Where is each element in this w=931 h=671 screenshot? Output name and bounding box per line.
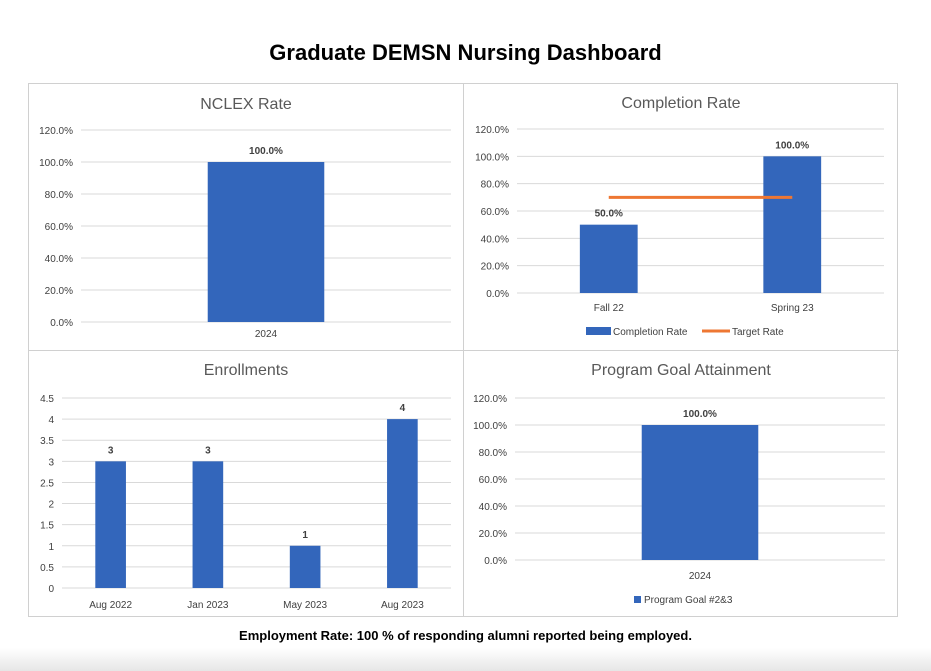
- bar: [387, 419, 418, 588]
- chart-panel-goal: Program Goal Attainment 0.0% 20.0% 40.0% 60.…: [464, 350, 899, 617]
- chart-panel-completion: Completion Rate 0.0% 20.0% 40.0% 60.0% 80.0% 1…: [464, 84, 899, 351]
- bar: [207, 162, 325, 322]
- y-tick-label: 80.0%: [479, 448, 507, 459]
- y-tick-label: 1.5: [40, 521, 54, 532]
- data-label: 3: [108, 445, 114, 456]
- y-tick-label: 4: [48, 415, 54, 426]
- x-tick-label: Spring 23: [771, 303, 814, 314]
- bar: [289, 545, 321, 588]
- y-tick-label: 0.0%: [50, 318, 73, 329]
- legend-swatch: [634, 596, 641, 603]
- x-tick-label: Aug 2022: [89, 600, 132, 611]
- nclex-chart: NCLEX Rate 0.0% 20.0% 40.0% 60.0% 80.0% 100.0%…: [39, 96, 451, 340]
- completion-chart: Completion Rate 0.0% 20.0% 40.0% 60.0% 80.0% 1…: [475, 95, 884, 338]
- y-tick-label: 100.0%: [475, 152, 509, 163]
- x-tick-label: 2024: [255, 329, 278, 340]
- data-label: 4: [400, 403, 406, 414]
- y-tick-label: 120.0%: [473, 394, 507, 405]
- y-tick-label: 0: [48, 584, 54, 595]
- x-tick-label: Jan 2023: [187, 600, 229, 611]
- data-label: 3: [205, 445, 211, 456]
- bottom-shade: [0, 648, 931, 671]
- bar: [763, 156, 822, 293]
- chart-title: Completion Rate: [621, 95, 740, 112]
- legend-label: Completion Rate: [613, 327, 688, 338]
- y-tick-label: 3.5: [40, 436, 54, 447]
- x-tick-label: 2024: [689, 571, 712, 582]
- x-tick-label: May 2023: [283, 600, 327, 611]
- y-tick-label: 40.0%: [479, 502, 507, 513]
- y-tick-label: 120.0%: [39, 126, 73, 137]
- x-tick-label: Fall 22: [594, 303, 624, 314]
- employment-rate-note: Employment Rate: 100 % of responding alu…: [239, 628, 692, 643]
- chart-title: Enrollments: [204, 362, 288, 379]
- x-tick-label: Aug 2023: [381, 600, 424, 611]
- chart-panel-nclex: NCLEX Rate 0.0% 20.0% 40.0% 60.0% 80.0% 100.0%…: [29, 84, 464, 351]
- data-label: 100.0%: [683, 409, 717, 420]
- y-tick-label: 20.0%: [45, 286, 73, 297]
- data-label: 100.0%: [775, 140, 809, 151]
- y-tick-label: 60.0%: [481, 207, 509, 218]
- y-tick-label: 40.0%: [481, 234, 509, 245]
- bar: [95, 461, 126, 588]
- y-tick-label: 20.0%: [481, 262, 509, 273]
- legend-swatch-completion: [586, 327, 611, 335]
- enrollments-chart: Enrollments 0 0.5 1 1.5 2 2.5 3 3.5 4 4.5 3 Aug 2022…: [40, 362, 451, 611]
- y-tick-label: 60.0%: [479, 475, 507, 486]
- data-label: 50.0%: [595, 209, 623, 220]
- y-tick-label: 100.0%: [473, 421, 507, 432]
- goal-chart: Program Goal Attainment 0.0% 20.0% 40.0% 60.…: [473, 362, 885, 606]
- y-tick-label: 0.0%: [484, 556, 507, 567]
- y-tick-label: 0.5: [40, 563, 54, 574]
- y-tick-label: 1: [48, 542, 54, 553]
- y-tick-label: 40.0%: [45, 254, 73, 265]
- bar: [579, 224, 638, 293]
- dashboard-grid: NCLEX Rate 0.0% 20.0% 40.0% 60.0% 80.0% 100.0%…: [28, 83, 899, 617]
- y-tick-label: 120.0%: [475, 125, 509, 136]
- y-tick-label: 80.0%: [45, 190, 73, 201]
- y-tick-label: 60.0%: [45, 222, 73, 233]
- chart-title: Program Goal Attainment: [591, 362, 771, 379]
- bar: [641, 425, 759, 560]
- y-tick-label: 100.0%: [39, 158, 73, 169]
- y-tick-label: 4.5: [40, 394, 54, 405]
- page-title: Graduate DEMSN Nursing Dashboard: [269, 40, 662, 65]
- y-tick-label: 20.0%: [479, 529, 507, 540]
- chart-panel-enrollments: Enrollments 0 0.5 1 1.5 2 2.5 3 3.5 4 4.5 3 Aug 2022…: [29, 350, 464, 617]
- bar: [192, 461, 224, 588]
- y-tick-label: 2.5: [40, 478, 54, 489]
- legend-label: Target Rate: [732, 327, 784, 338]
- y-tick-label: 2: [48, 500, 54, 511]
- y-tick-label: 80.0%: [481, 180, 509, 191]
- y-tick-label: 0.0%: [486, 289, 509, 300]
- chart-title: NCLEX Rate: [200, 96, 292, 113]
- y-tick-label: 3: [48, 457, 54, 468]
- data-label: 1: [302, 530, 308, 541]
- data-label: 100.0%: [249, 146, 283, 157]
- legend-label: Program Goal #2&3: [644, 595, 733, 606]
